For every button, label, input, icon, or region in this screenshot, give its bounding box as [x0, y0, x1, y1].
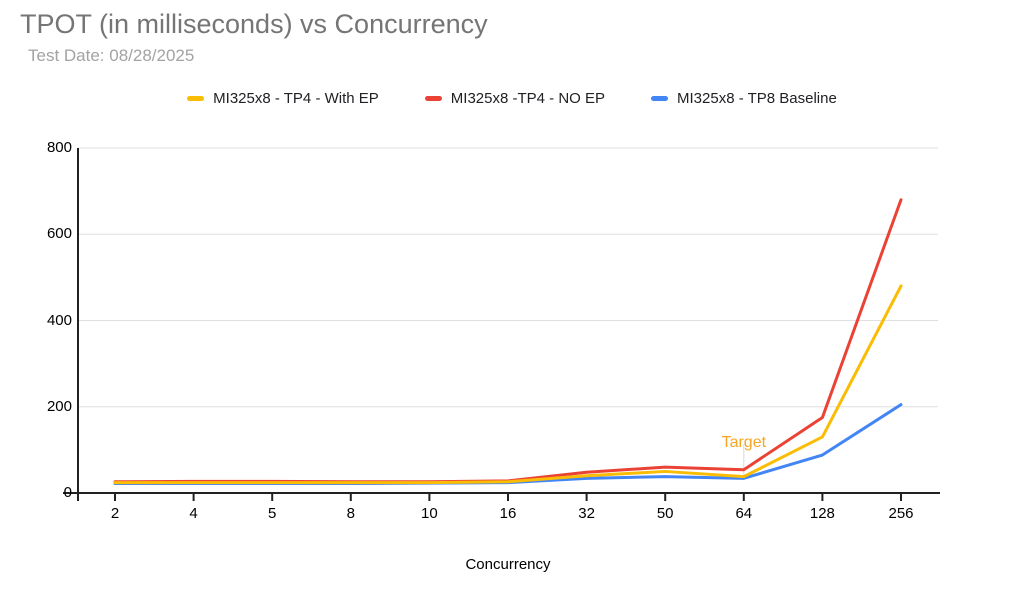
- legend-swatch-icon: [187, 96, 205, 101]
- legend: MI325x8 - TP4 - With EP MI325x8 -TP4 - N…: [0, 90, 1024, 107]
- legend-item-tp4-with-ep: MI325x8 - TP4 - With EP: [187, 90, 379, 107]
- legend-label: MI325x8 -TP4 - NO EP: [450, 90, 605, 107]
- legend-swatch-icon: [651, 96, 668, 101]
- legend-swatch-icon: [424, 96, 442, 101]
- chart-title: TPOT (in milliseconds) vs Concurrency: [20, 9, 488, 39]
- legend-item-tp8-baseline: MI325x8 - TP8 Baseline: [651, 90, 837, 107]
- series-line-1: [113, 198, 903, 484]
- legend-item-tp4-no-ep: MI325x8 -TP4 - NO EP: [424, 90, 605, 107]
- series-line-0: [113, 284, 903, 485]
- chart-subtitle: Test Date: 08/28/2025: [28, 46, 195, 65]
- legend-label: MI325x8 - TP8 Baseline: [677, 90, 837, 107]
- legend-label: MI325x8 - TP4 - With EP: [213, 90, 379, 107]
